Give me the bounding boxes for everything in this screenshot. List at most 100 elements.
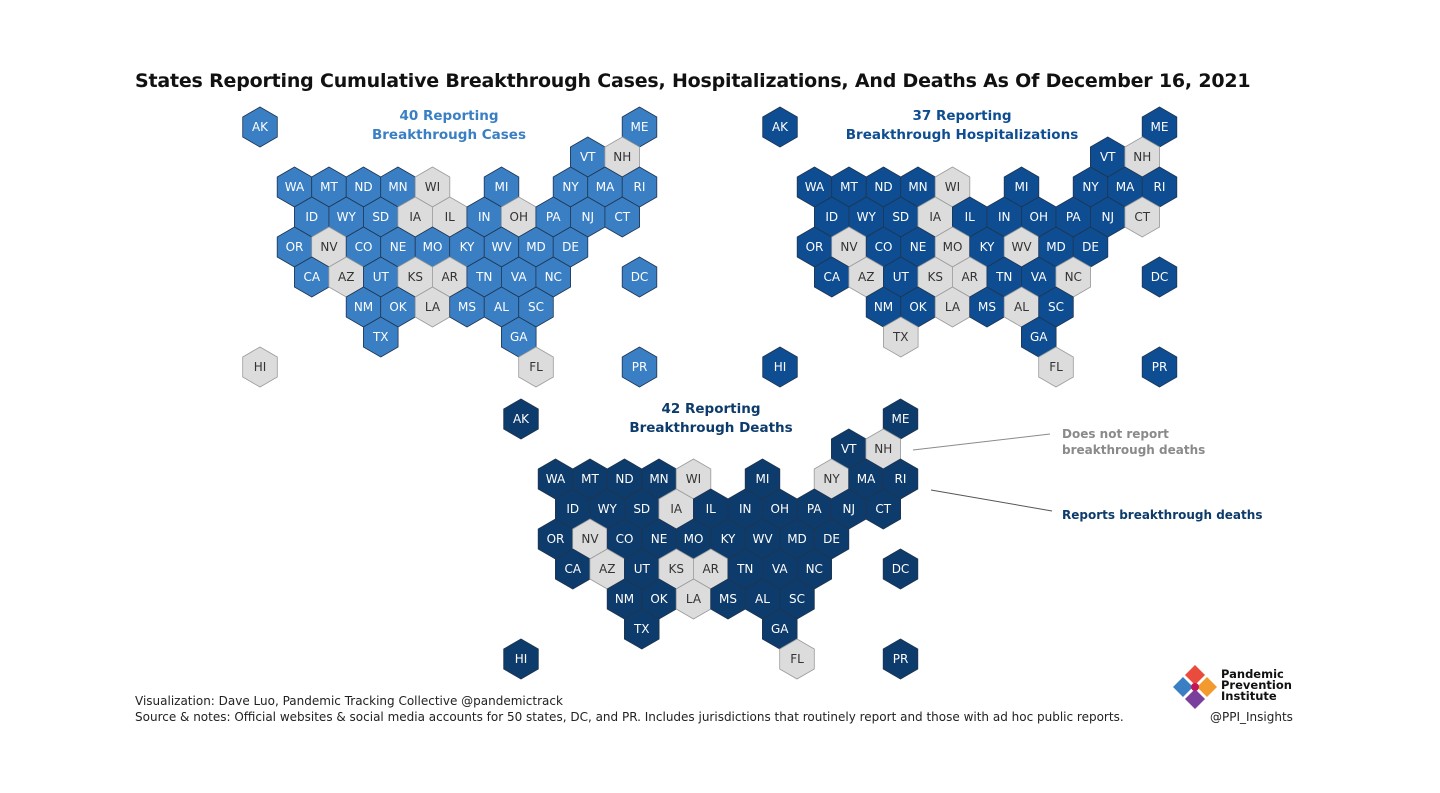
state-label: IA (409, 210, 422, 224)
state-hex-hospitalizations-tx: TX (883, 316, 919, 358)
state-hex-deaths-dc: DC (882, 548, 919, 590)
state-hex-shape (883, 316, 919, 358)
legend-not-report-line2: breakthrough deaths (1062, 443, 1206, 457)
state-label: KY (460, 240, 475, 254)
state-label: WI (945, 180, 960, 194)
state-label: DE (562, 240, 579, 254)
state-label: CT (614, 210, 630, 224)
state-label: ND (354, 180, 372, 194)
state-label: IL (445, 210, 456, 224)
state-label: AZ (858, 270, 874, 284)
state-label: WI (425, 180, 440, 194)
state-label: WY (337, 210, 357, 224)
state-label: TX (633, 622, 650, 636)
state-hex-cases-fl: FL (518, 346, 554, 388)
state-label: MD (1046, 240, 1066, 254)
state-hex-hospitalizations-pa: PA (1055, 196, 1091, 238)
state-label: NC (806, 562, 823, 576)
hex-map-hospitalizations: AK ME VT NH WA MT ND MN WI MI NY MA RI ID WY SD IA IL IN OH… (762, 106, 1178, 388)
state-label: AR (961, 270, 978, 284)
ppi-logo: Pandemic Prevention Institute (1172, 664, 1302, 726)
state-hex-deaths-tx: TX (624, 608, 660, 650)
hex-map-cases: AK ME VT NH WA MT ND MN WI MI NY MA RI ID WY SD IA IL IN OH… (242, 106, 658, 388)
state-label: NV (320, 240, 338, 254)
state-hex-deaths-ky: KY (710, 518, 746, 560)
state-label: IL (706, 502, 717, 516)
state-label: NJ (1101, 210, 1114, 224)
state-label: MA (857, 472, 876, 486)
state-hex-deaths-mi: MI (744, 458, 781, 500)
state-label: MS (978, 300, 996, 314)
state-label: PR (893, 652, 909, 666)
state-hex-shape (624, 608, 660, 650)
state-label: VT (841, 442, 857, 456)
state-label: ID (825, 210, 838, 224)
state-label: SD (633, 502, 650, 516)
state-label: DC (1151, 270, 1169, 284)
state-hex-hospitalizations-nh: NH (1124, 136, 1160, 178)
panel-title-deaths: 42 Reporting Breakthrough Deaths (629, 400, 792, 438)
state-hex-shape (1124, 196, 1160, 238)
state-hex-deaths-ny: NY (813, 458, 850, 500)
state-hex-cases-ga: GA (500, 316, 537, 358)
state-label: OK (650, 592, 668, 606)
state-label: ID (566, 502, 579, 516)
state-label: VT (580, 150, 596, 164)
state-label: MI (495, 180, 509, 194)
state-label: TN (995, 270, 1012, 284)
state-label: WI (686, 472, 701, 486)
state-label: MO (943, 240, 963, 254)
state-hex-cases-hi: HI (242, 346, 278, 388)
state-label: NC (545, 270, 562, 284)
state-label: WA (285, 180, 305, 194)
state-label: KS (928, 270, 944, 284)
state-label: NM (615, 592, 634, 606)
state-hex-shape (518, 346, 554, 388)
state-label: LA (686, 592, 702, 606)
legend-leader-not-report (912, 433, 1051, 451)
footer-credit: Visualization: Dave Luo, Pandemic Tracki… (135, 694, 563, 708)
state-label: WV (491, 240, 512, 254)
state-hex-hospitalizations-wi: WI (934, 166, 971, 208)
state-label: MS (458, 300, 476, 314)
state-hex-hospitalizations-co: CO (865, 226, 902, 268)
state-hex-deaths-ak: AK (503, 398, 539, 440)
state-label: FL (1049, 360, 1063, 374)
state-label: ND (615, 472, 633, 486)
state-label: UT (634, 562, 651, 576)
state-label: MA (1116, 180, 1135, 194)
state-label: MI (756, 472, 770, 486)
state-label: NM (354, 300, 373, 314)
state-label: VA (772, 562, 788, 576)
state-label: MT (840, 180, 858, 194)
state-label: NY (562, 180, 579, 194)
state-label: AK (252, 120, 269, 134)
hex-map-deaths: AK ME VT NH WA MT ND MN WI MI NY MA RI ID WY SD IA IL IN OH… (503, 398, 919, 680)
state-hex-deaths-wi: WI (675, 458, 712, 500)
legend-leader-report (930, 489, 1053, 512)
state-label: NY (1082, 180, 1099, 194)
panel-title-cases-line2: Breakthrough Cases (371, 127, 527, 143)
state-label: AR (441, 270, 458, 284)
state-hex-shape (779, 638, 815, 680)
state-hex-shape (882, 548, 919, 590)
state-label: FL (529, 360, 543, 374)
state-label: SD (372, 210, 389, 224)
state-hex-shape (1141, 346, 1178, 388)
state-label: ME (892, 412, 910, 426)
state-label: AZ (599, 562, 615, 576)
state-hex-deaths-mn: MN (641, 458, 677, 500)
state-label: KY (721, 532, 736, 546)
state-label: NE (910, 240, 927, 254)
state-label: KY (980, 240, 995, 254)
state-hex-shape (865, 488, 901, 530)
state-label: MO (423, 240, 443, 254)
state-label: TN (736, 562, 753, 576)
chart-title: States Reporting Cumulative Breakthrough… (135, 70, 1251, 92)
state-label: CA (564, 562, 581, 576)
state-label: ME (631, 120, 649, 134)
state-hex-deaths-la: LA (675, 578, 712, 620)
state-label: AZ (338, 270, 354, 284)
state-label: NE (390, 240, 407, 254)
state-hex-deaths-nv: NV (572, 518, 608, 560)
